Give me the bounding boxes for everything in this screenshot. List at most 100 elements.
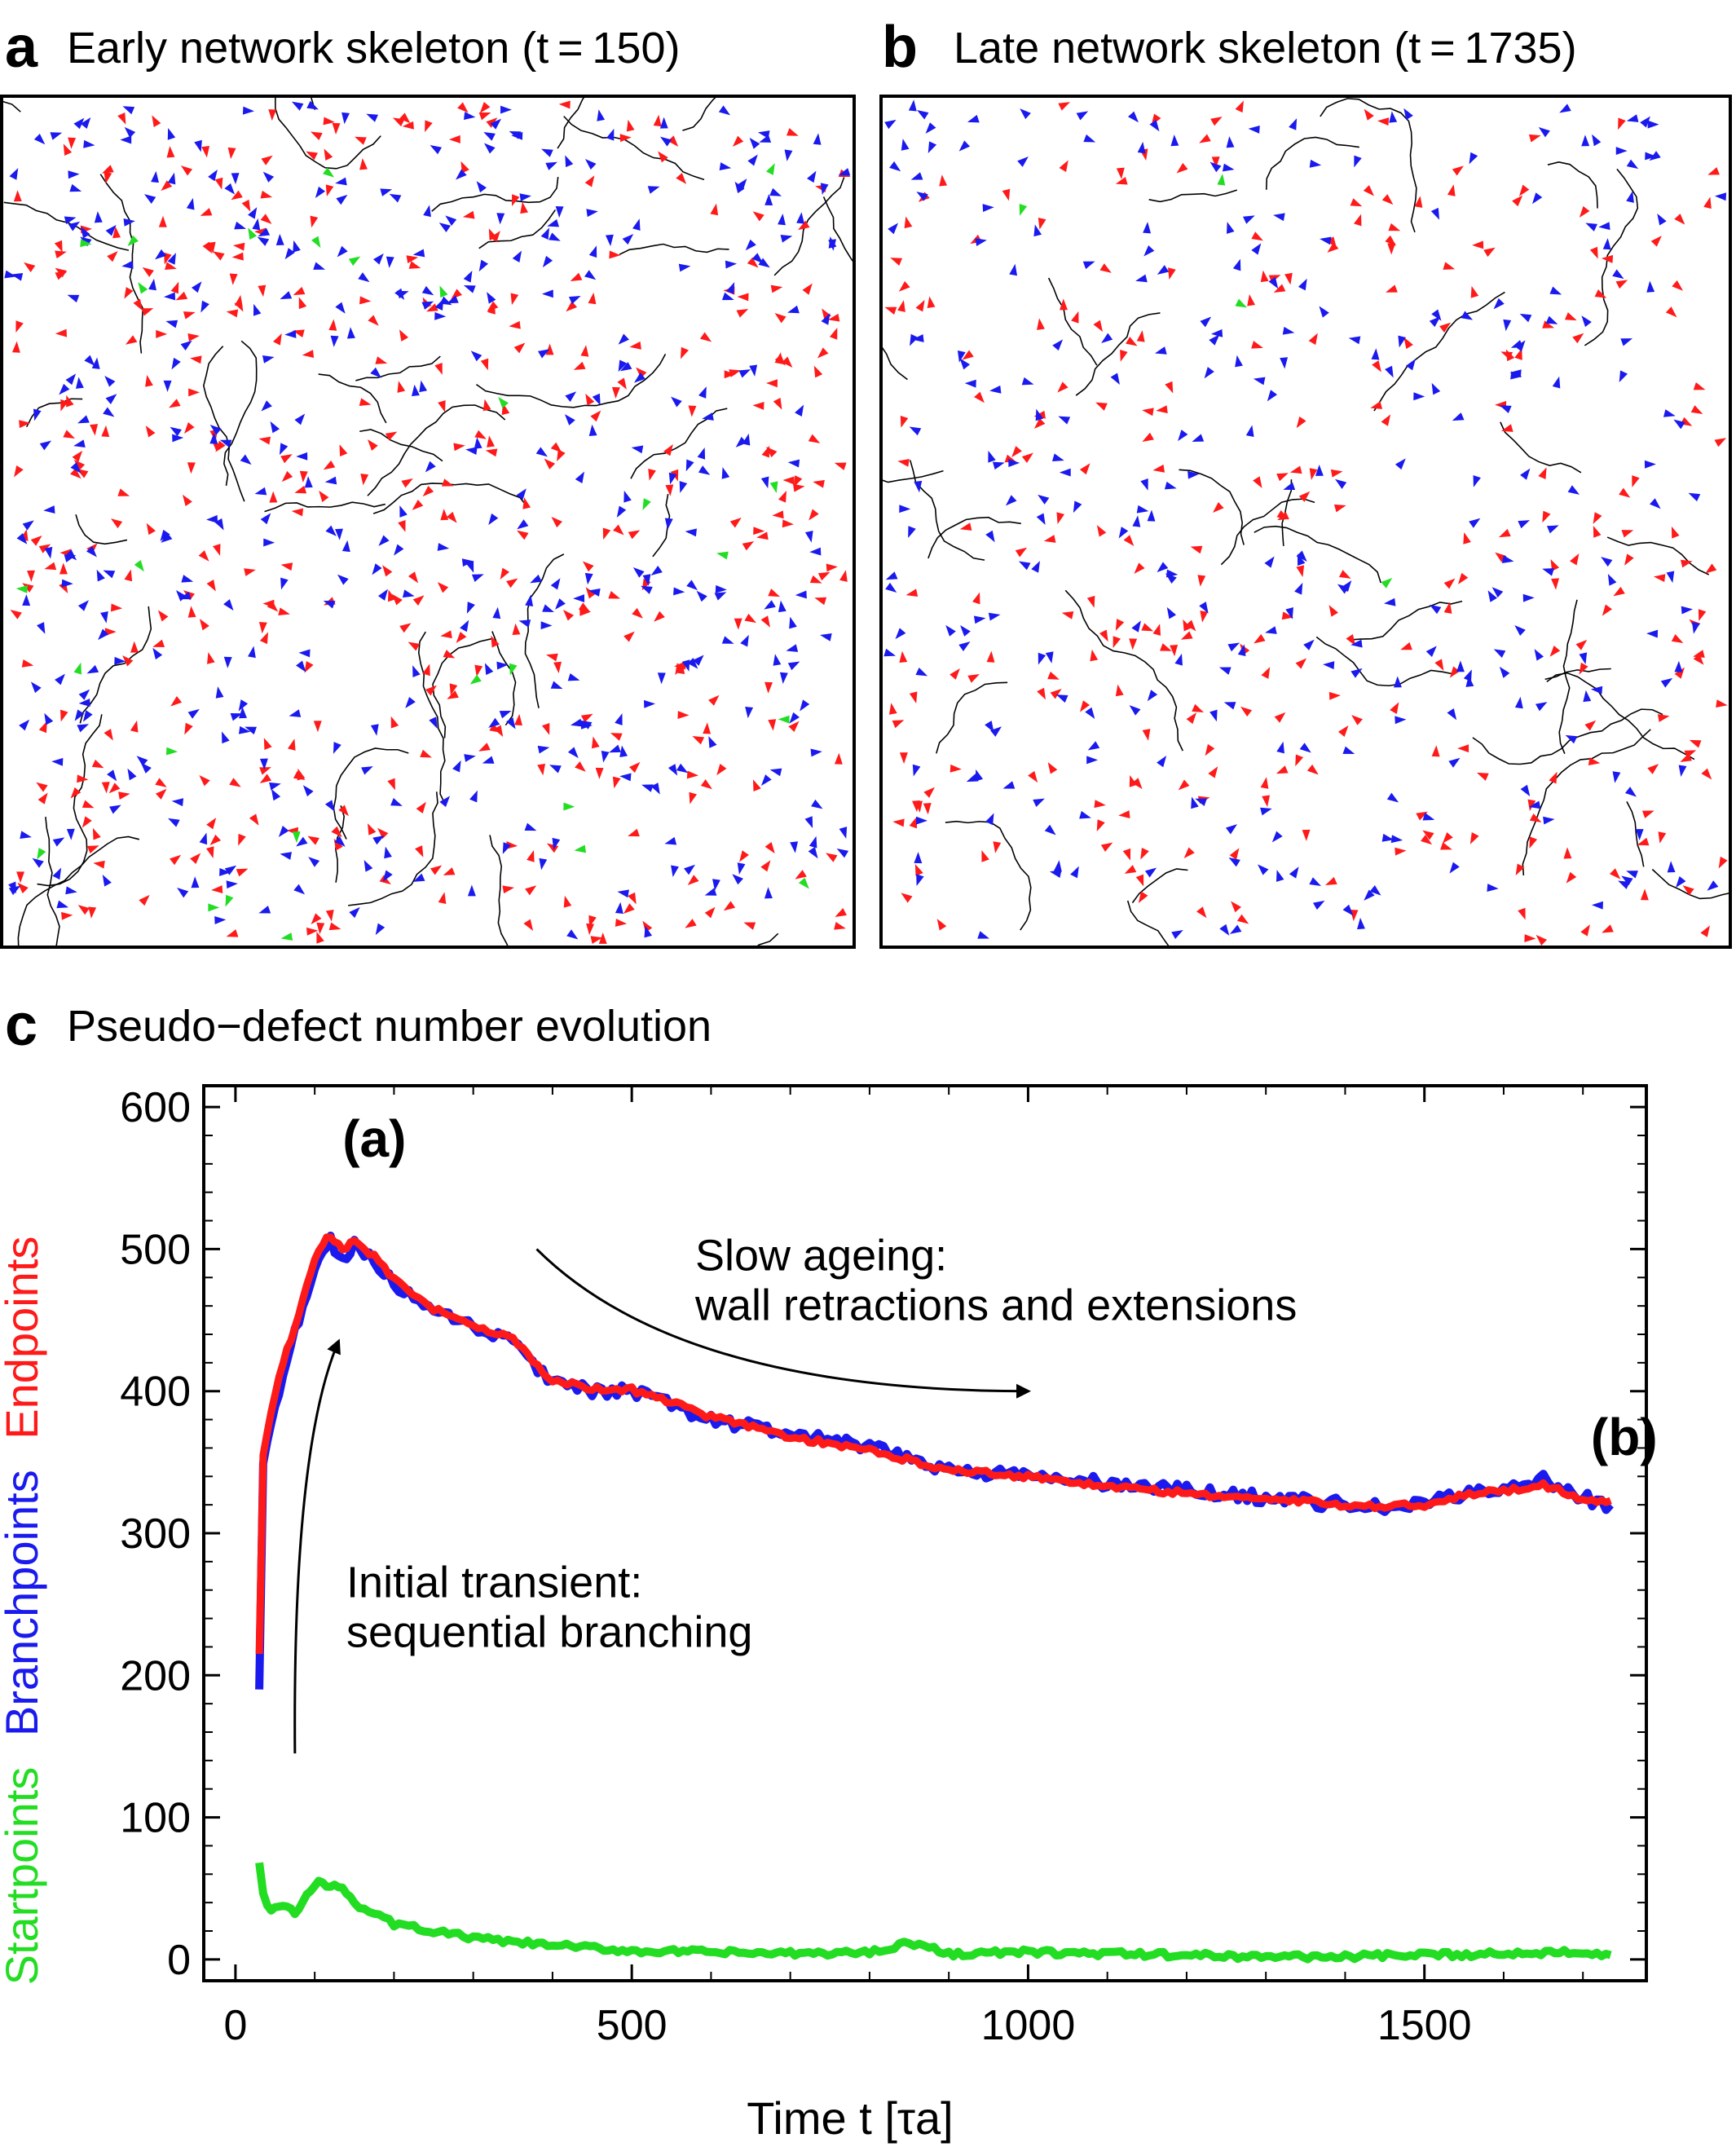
branchpoint-marker [191, 281, 202, 293]
endpoint-marker [16, 871, 25, 884]
endpoint-marker [1260, 777, 1269, 789]
wall-line [1075, 312, 1161, 396]
branchpoint-marker [989, 385, 1002, 394]
branchpoint-marker [1465, 675, 1474, 687]
branchpoint-marker [790, 841, 799, 853]
branchpoint-marker [224, 183, 236, 195]
branchpoint-marker [102, 875, 112, 887]
branchpoint-marker [1087, 741, 1100, 751]
endpoint-marker [213, 544, 221, 556]
endpoint-marker [1080, 700, 1091, 712]
endpoint-marker [54, 240, 63, 253]
branchpoint-marker [1461, 311, 1474, 320]
endpoint-marker [1050, 689, 1062, 699]
branchpoint-marker [73, 117, 85, 130]
startpoint-marker [138, 282, 148, 294]
y-tick-label: 500 [120, 1226, 191, 1273]
endpoint-marker [360, 473, 369, 486]
endpoint-marker [813, 365, 823, 378]
endpoint-marker [1414, 196, 1423, 208]
branchpoint-marker [239, 707, 247, 719]
branchpoint-marker [821, 313, 831, 325]
endpoint-marker [950, 668, 960, 680]
endpoint-marker [325, 909, 334, 922]
endpoint-marker [187, 606, 196, 618]
endpoint-marker [55, 267, 67, 278]
branchpoint-marker [167, 172, 176, 185]
branchpoint-marker [1002, 781, 1016, 789]
endpoint-marker [602, 527, 611, 540]
branchpoint-marker [1357, 917, 1365, 930]
branchpoint-marker [1070, 866, 1079, 879]
endpoint-marker [367, 439, 378, 451]
branchpoint-marker [1282, 326, 1295, 335]
endpoint-marker [485, 448, 498, 457]
endpoint-marker [207, 652, 215, 664]
endpoint-marker [760, 615, 770, 628]
endpoint-marker [590, 410, 601, 422]
endpoint-marker [412, 500, 424, 510]
wall-lines [883, 98, 1729, 946]
branchpoint-marker [170, 426, 182, 437]
endpoint-marker [1261, 667, 1271, 679]
endpoint-marker [732, 135, 744, 147]
branchpoint-marker [820, 183, 829, 196]
endpoint-marker [229, 778, 241, 787]
wall-line [333, 747, 409, 840]
wall-line [99, 174, 144, 354]
branchpoint-marker [254, 487, 267, 496]
branchpoint-marker [643, 699, 656, 708]
branchpoint-marker [1086, 756, 1099, 765]
endpoint-marker [1328, 605, 1338, 617]
endpoint-marker [15, 320, 24, 333]
branchpoint-marker [412, 665, 421, 677]
branchpoint-marker [1381, 833, 1395, 842]
branchpoint-marker [1309, 877, 1321, 886]
endpoint-marker [262, 599, 275, 608]
branchpoint-marker [1674, 660, 1683, 672]
branchpoint-marker [721, 467, 730, 479]
branchpoint-marker [1260, 807, 1272, 816]
branchpoint-marker [412, 249, 425, 258]
endpoint-marker [66, 395, 74, 408]
branchpoint-marker [828, 236, 837, 249]
branchpoint-marker [601, 750, 610, 763]
startpoint-marker [642, 498, 651, 510]
endpoint-marker [1298, 491, 1311, 502]
endpoint-marker [152, 639, 165, 647]
branchpoint-marker [605, 234, 614, 247]
endpoint-marker [1136, 330, 1145, 342]
endpoint-marker [1701, 768, 1712, 780]
branchpoint-marker [1549, 286, 1562, 295]
startpoint-marker [1381, 577, 1393, 589]
branchpoint-marker [19, 719, 30, 731]
endpoint-marker [1115, 619, 1125, 631]
endpoint-marker [457, 102, 469, 113]
panel-a-letter: a [5, 15, 38, 80]
branchpoint-marker [167, 253, 176, 265]
branchpoint-marker [100, 611, 108, 624]
endpoint-marker [425, 120, 433, 133]
branchpoint-marker [985, 530, 995, 543]
branchpoint-marker [784, 149, 793, 161]
endpoint-marker [1196, 906, 1207, 919]
wall-line [945, 820, 1032, 931]
endpoint-marker [737, 293, 749, 302]
branchpoint-marker [1612, 269, 1624, 280]
endpoint-marker [517, 530, 529, 540]
endpoint-marker [259, 774, 272, 784]
endpoint-marker [700, 779, 712, 790]
endpoint-marker [170, 281, 179, 294]
branchpoint-marker [1258, 864, 1269, 875]
endpoint-marker [527, 850, 535, 862]
endpoint-marker [269, 491, 278, 503]
endpoint-marker [909, 691, 918, 704]
endpoint-marker [1572, 333, 1584, 344]
endpoint-marker [1671, 526, 1680, 539]
branchpoint-marker [1038, 494, 1050, 505]
endpoint-marker [792, 483, 805, 492]
endpoint-marker [1580, 924, 1590, 937]
branchpoint-marker [68, 221, 81, 231]
branchpoint-marker [1493, 298, 1505, 310]
branchpoint-marker [180, 340, 192, 351]
